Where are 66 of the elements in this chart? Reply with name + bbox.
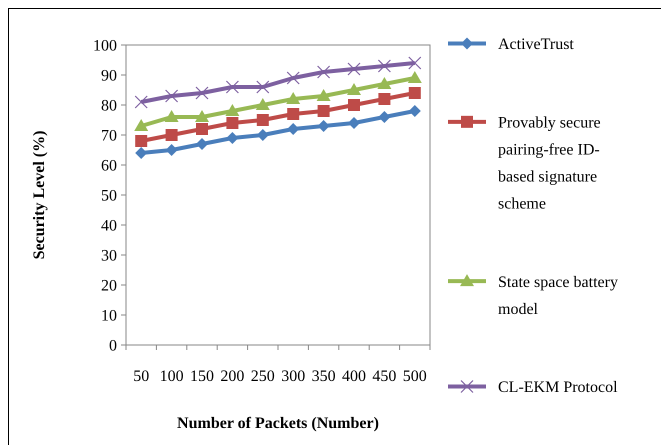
point bbox=[287, 108, 300, 120]
point bbox=[195, 86, 209, 100]
point bbox=[165, 89, 178, 103]
point bbox=[164, 110, 179, 122]
point bbox=[378, 111, 390, 123]
point bbox=[317, 65, 330, 79]
x-tick-label: 150 bbox=[190, 368, 214, 385]
x-tick-label: 200 bbox=[220, 368, 244, 385]
x-tick-label: 100 bbox=[160, 368, 184, 385]
y-tick-label: 70 bbox=[101, 128, 117, 145]
point bbox=[134, 119, 148, 131]
point bbox=[316, 89, 331, 101]
y-tick-label: 90 bbox=[101, 68, 117, 85]
point bbox=[286, 71, 300, 85]
point bbox=[287, 123, 300, 135]
point bbox=[408, 56, 422, 70]
point bbox=[377, 77, 392, 89]
point bbox=[286, 92, 300, 104]
point bbox=[166, 129, 178, 141]
x-tick-label: 300 bbox=[281, 368, 306, 385]
point bbox=[135, 147, 148, 159]
point bbox=[318, 105, 330, 117]
y-axis-title: Security Level (%) bbox=[31, 130, 48, 260]
point bbox=[256, 129, 269, 141]
legend-label: State space battery model bbox=[498, 274, 618, 318]
point bbox=[196, 123, 208, 135]
y-tick-label: 40 bbox=[101, 218, 117, 235]
point bbox=[408, 71, 422, 83]
point bbox=[226, 80, 239, 94]
x-tick-label: 350 bbox=[312, 368, 336, 385]
y-tick-label: 20 bbox=[101, 278, 117, 295]
x-tick-label: 250 bbox=[250, 368, 275, 385]
legend-label: Provably secure pairing-free ID-based signature scheme bbox=[498, 114, 601, 212]
point bbox=[347, 83, 361, 95]
y-tick-label: 0 bbox=[109, 338, 117, 355]
point bbox=[348, 117, 360, 129]
point bbox=[378, 93, 390, 105]
point bbox=[408, 105, 421, 117]
point bbox=[256, 80, 270, 94]
legend-label: ActiveTrust bbox=[498, 36, 574, 54]
point bbox=[347, 62, 361, 76]
point bbox=[408, 87, 421, 99]
point bbox=[195, 110, 209, 122]
x-tick-label: 450 bbox=[372, 368, 396, 385]
x-tick-label: 50 bbox=[133, 368, 150, 385]
point bbox=[134, 95, 148, 109]
x-tick-label: 500 bbox=[402, 368, 427, 385]
y-tick-label: 50 bbox=[101, 188, 117, 205]
point bbox=[256, 98, 270, 110]
y-tick-label: 60 bbox=[101, 158, 117, 175]
point bbox=[226, 117, 238, 129]
point bbox=[196, 138, 208, 150]
point bbox=[348, 99, 360, 111]
y-tick-label: 100 bbox=[93, 38, 117, 55]
x-tick-label: 400 bbox=[342, 368, 366, 385]
point bbox=[226, 132, 238, 144]
y-tick-label: 30 bbox=[101, 248, 117, 265]
y-tick-label: 10 bbox=[101, 308, 117, 325]
y-tick-label: 80 bbox=[101, 98, 117, 115]
point bbox=[225, 104, 240, 116]
legend-label: CL-EKM Protocol bbox=[498, 379, 618, 396]
point bbox=[166, 144, 178, 156]
point bbox=[256, 114, 269, 126]
point bbox=[135, 135, 148, 147]
point bbox=[378, 59, 391, 73]
x-axis-title: Number of Packets (Number) bbox=[177, 415, 379, 432]
